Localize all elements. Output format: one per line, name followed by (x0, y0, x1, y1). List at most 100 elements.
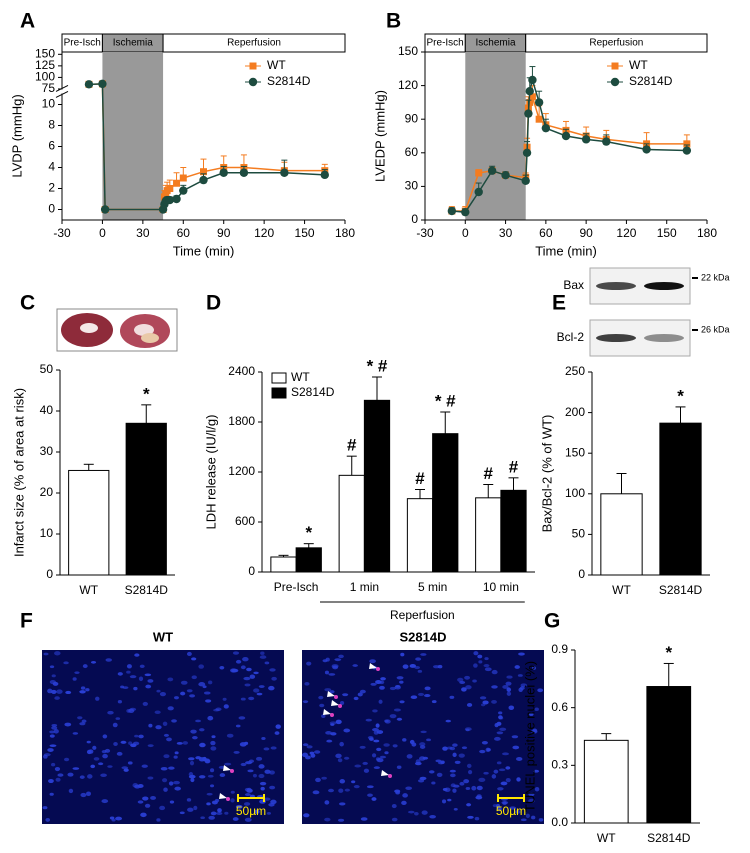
nucleus (63, 661, 69, 665)
panel-letter: F (20, 610, 33, 633)
heart-lumen (80, 323, 98, 333)
nucleus (399, 680, 404, 684)
nucleus (494, 736, 501, 741)
nucleus (479, 696, 487, 700)
nucleus (81, 719, 87, 723)
blot-band (596, 334, 636, 342)
nucleus (502, 801, 507, 805)
x-tick-label: 60 (539, 226, 553, 240)
nucleus (207, 680, 213, 685)
x-tick-label: 180 (697, 226, 717, 240)
y-tick-label: 50 (40, 362, 54, 376)
nucleus (437, 664, 443, 669)
y-axis-title: LVEDP (mmHg) (372, 90, 387, 182)
nucleus (174, 786, 181, 791)
nucleus (92, 745, 97, 750)
data-point (173, 179, 181, 187)
nucleus (534, 786, 540, 792)
nucleus (389, 714, 397, 719)
x-tick-label: 5 min (418, 580, 447, 594)
nucleus (505, 778, 511, 783)
nucleus (479, 749, 486, 754)
x-tick-label: 0 (462, 226, 469, 240)
nucleus (518, 652, 525, 656)
nucleus (477, 654, 483, 659)
nucleus (51, 762, 56, 767)
nucleus (173, 755, 178, 759)
y-tick-label: 0.3 (551, 758, 568, 772)
nucleus (260, 786, 265, 791)
bar (68, 469, 110, 576)
nucleus (478, 660, 483, 664)
nucleus (514, 665, 520, 669)
nucleus (142, 796, 149, 801)
nucleus (192, 735, 198, 740)
nucleus (408, 810, 415, 814)
micrograph-title: S2814D (400, 629, 447, 644)
nucleus (306, 745, 313, 749)
nucleus (396, 676, 404, 680)
nucleus (57, 773, 64, 777)
nucleus (497, 807, 502, 812)
nucleus (396, 717, 403, 721)
scale-bar-label: 50µm (496, 804, 526, 818)
y-tick-label: 0 (578, 567, 585, 581)
significance-mark: # (347, 436, 357, 455)
nucleus (127, 761, 133, 765)
nucleus (43, 753, 51, 757)
nucleus (393, 708, 401, 712)
tunel-nucleus (334, 695, 338, 699)
y-tick-label: 100 (35, 70, 55, 84)
nucleus (444, 787, 451, 792)
nucleus (473, 663, 478, 668)
axis-break-mark (55, 91, 69, 98)
data-point (98, 79, 107, 89)
nucleus (269, 785, 276, 790)
y-tick-label: 50 (572, 527, 586, 541)
nucleus (417, 692, 425, 697)
nucleus (80, 686, 86, 690)
nucleus (180, 691, 186, 696)
nucleus (483, 664, 490, 668)
data-point (239, 168, 249, 177)
nucleus (379, 680, 385, 685)
data-point (683, 140, 691, 148)
nucleus (422, 756, 429, 760)
nucleus (163, 787, 168, 792)
nucleus (160, 767, 168, 771)
nucleus (199, 728, 205, 732)
nucleus (491, 774, 497, 779)
nucleus (463, 779, 470, 784)
y-tick-label: 30 (405, 179, 419, 193)
nucleus (211, 800, 218, 805)
nucleus (163, 754, 170, 759)
nucleus (256, 692, 263, 696)
nucleus (452, 788, 457, 793)
nucleus (373, 739, 380, 743)
data-point (561, 131, 571, 141)
nucleus (248, 696, 255, 701)
nucleus (418, 779, 425, 783)
panel-letter: C (20, 292, 35, 315)
nucleus (87, 774, 93, 779)
data-point (611, 62, 619, 70)
nucleus (67, 772, 74, 777)
x-tick-label: 10 min (483, 580, 519, 594)
nucleus (419, 742, 426, 747)
nucleus (357, 692, 363, 697)
nucleus (261, 736, 266, 740)
nucleus (45, 817, 51, 822)
nucleus (249, 674, 256, 679)
nucleus (365, 718, 372, 722)
nucleus (53, 729, 59, 734)
nucleus (54, 696, 60, 700)
nucleus (198, 682, 206, 687)
nucleus (454, 760, 461, 764)
nucleus (200, 816, 205, 820)
nucleus (373, 766, 381, 770)
nucleus (253, 671, 259, 675)
nucleus (498, 768, 506, 772)
phase-box (162, 33, 346, 53)
nucleus (86, 740, 91, 744)
nucleus (191, 657, 197, 661)
